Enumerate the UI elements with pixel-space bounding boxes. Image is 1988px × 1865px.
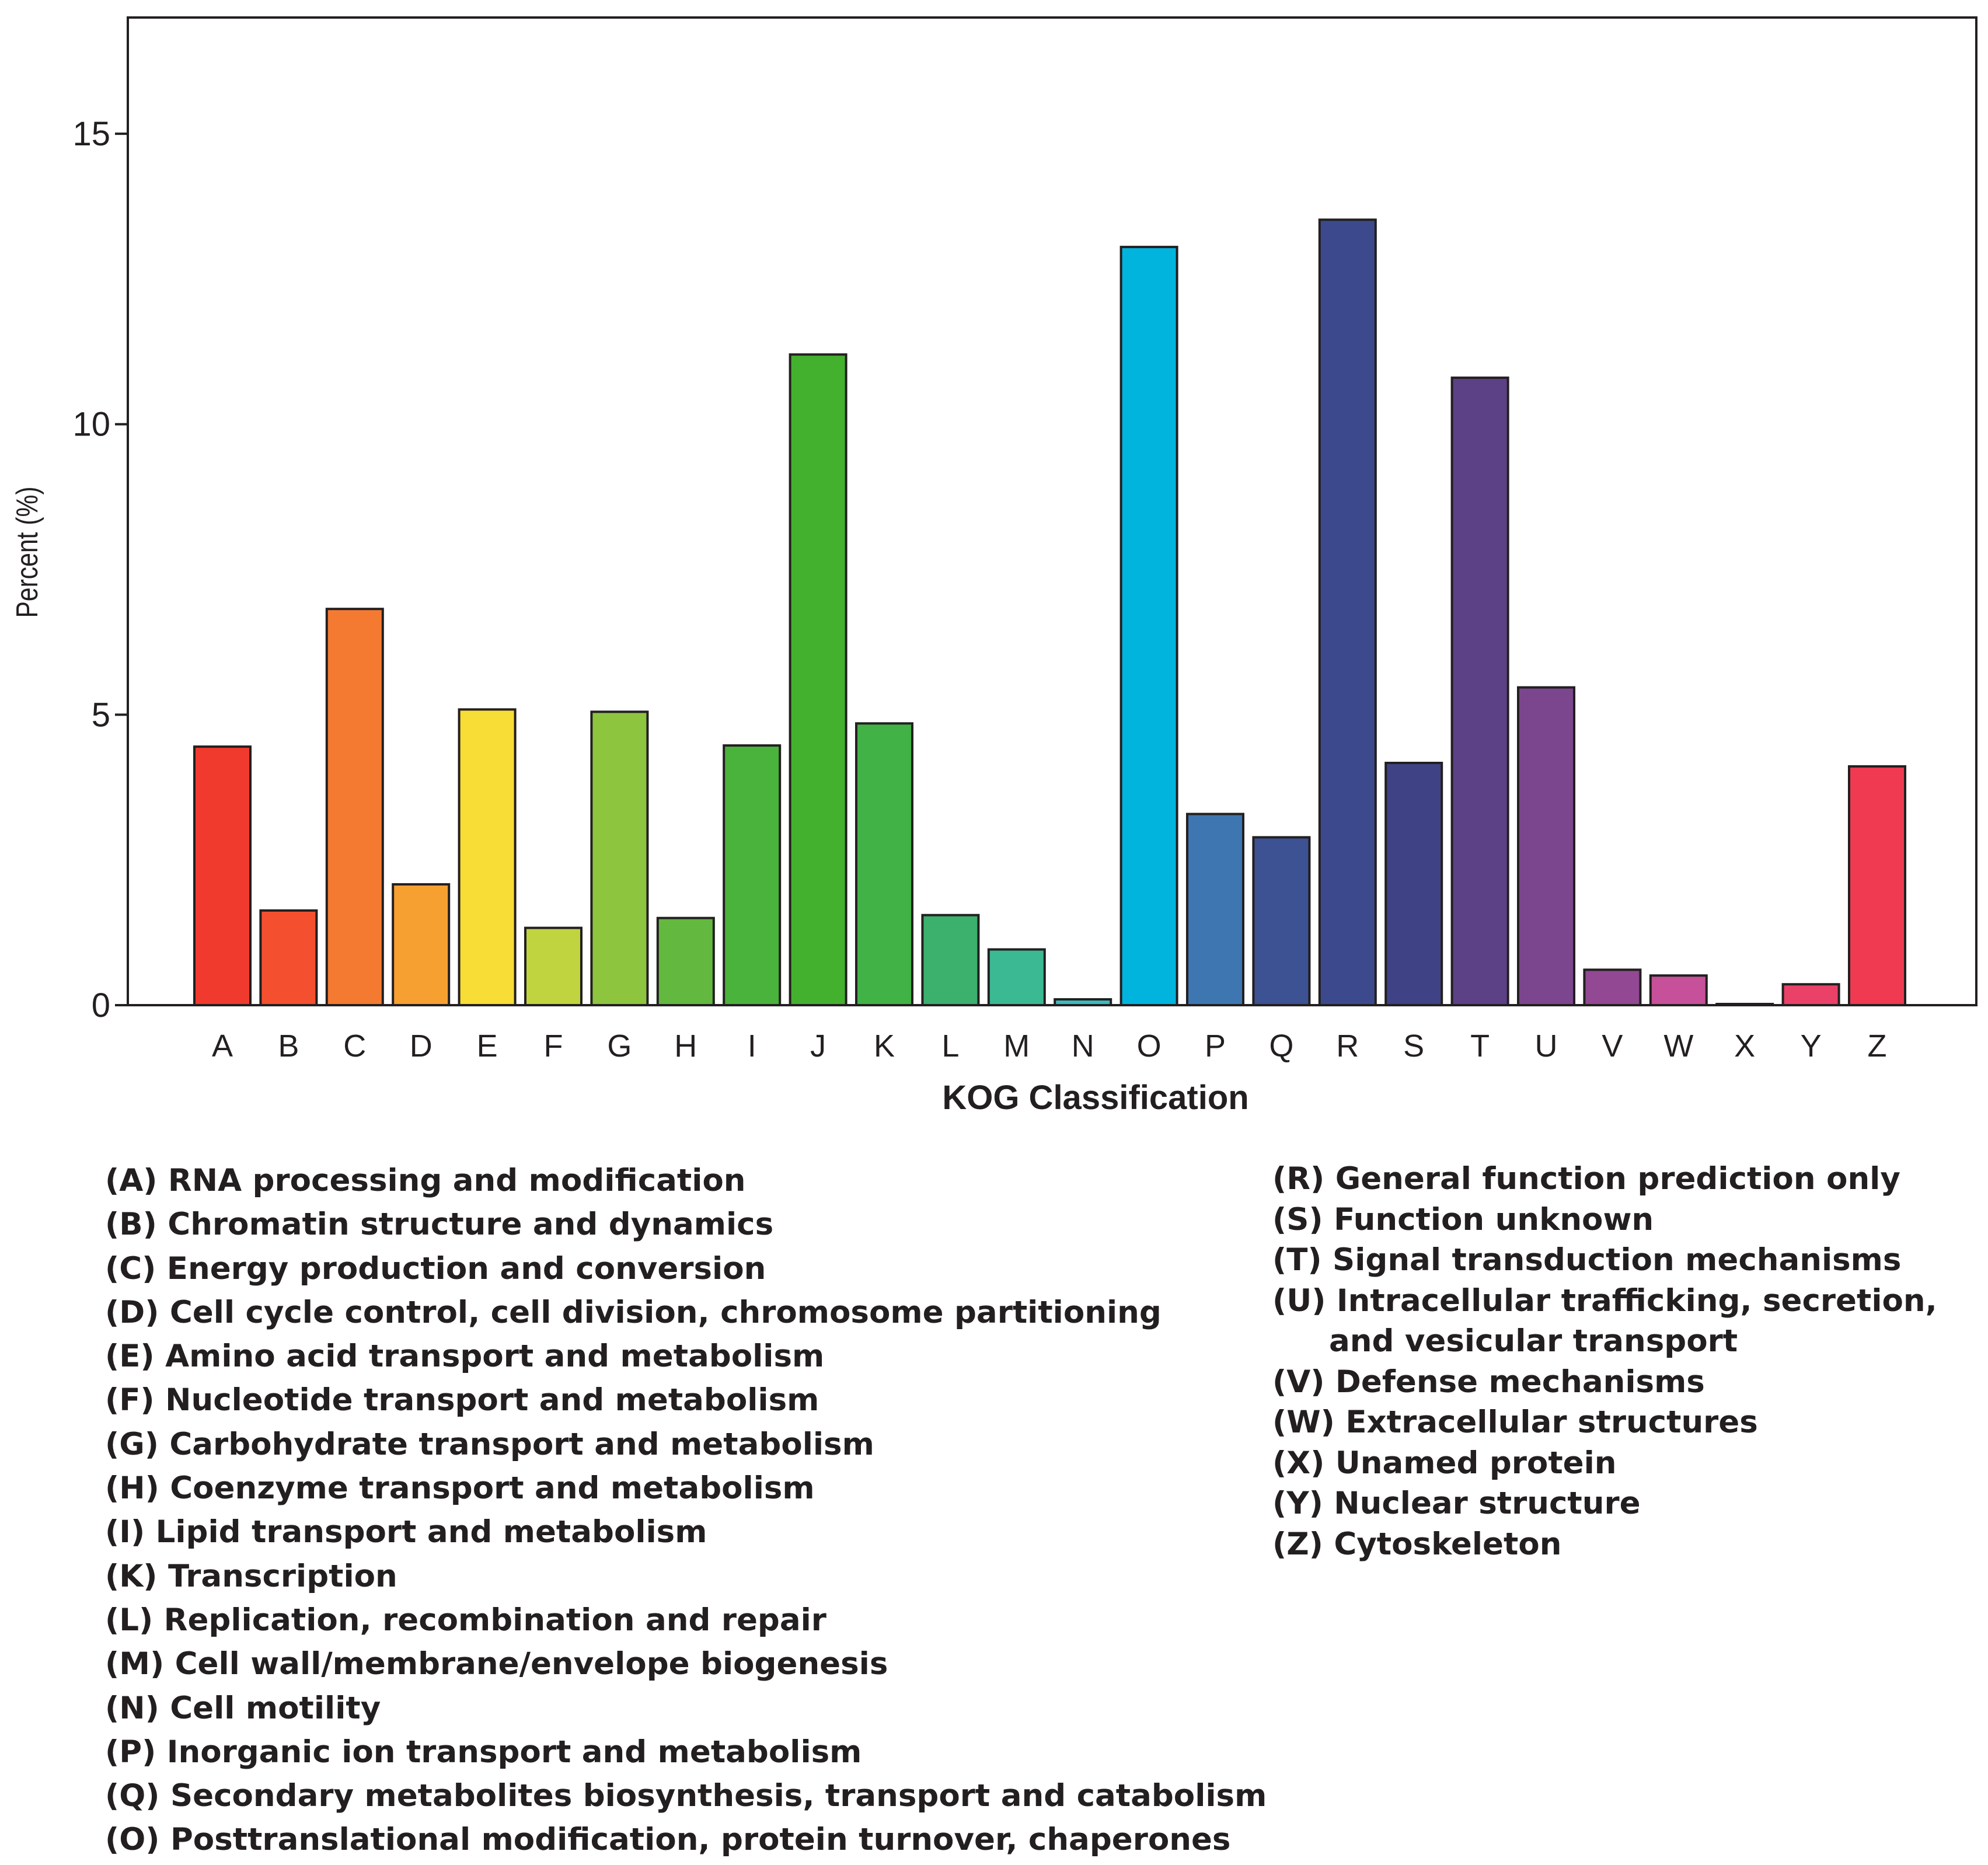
bar-p (1186, 813, 1244, 1006)
bar-u (1517, 686, 1575, 1006)
legend-item-r: (R) General function prediction only (1272, 1161, 1900, 1197)
bar-z (1848, 765, 1906, 1007)
x-tick-label-n: N (1072, 1029, 1094, 1064)
legend-item-b: (B) Chromatin structure and dynamics (105, 1207, 774, 1243)
x-tick-label-l: L (941, 1029, 959, 1064)
x-tick-label-o: O (1137, 1029, 1162, 1064)
x-tick-label-w: W (1663, 1029, 1693, 1064)
x-tick-label-u: U (1535, 1029, 1558, 1064)
legend-item-y: (Y) Nuclear structure (1272, 1486, 1641, 1521)
legend-item-m: (M) Cell wall/membrane/envelope biogenes… (105, 1646, 888, 1682)
legend-right-column: (R) General function prediction only (S)… (1272, 1159, 1937, 1564)
legend-item-s: (S) Function unknown (1272, 1201, 1654, 1237)
legend-item-z: (Z) Cytoskeleton (1272, 1526, 1562, 1562)
legend-item-u-continued: and vesicular transport (1329, 1323, 1738, 1359)
legend-item-u: (U) Intracellular trafficking, secretion… (1272, 1282, 1937, 1319)
legend-item-v: (V) Defense mechanisms (1272, 1364, 1705, 1400)
bar-s (1384, 762, 1443, 1006)
bar-c (325, 608, 384, 1006)
bar-w (1649, 974, 1708, 1006)
x-tick-label-h: H (674, 1029, 697, 1064)
x-tick-label-p: P (1205, 1029, 1226, 1064)
legend-left-column: (A) RNA processing and modification (B) … (105, 1159, 1267, 1862)
legend-item-l: (L) Replication, recombination and repai… (105, 1602, 826, 1638)
bar-y (1781, 983, 1840, 1006)
x-tick-label-e: E (477, 1029, 498, 1064)
x-tick-label-c: C (343, 1029, 366, 1064)
legend-item-c: (C) Energy production and conversion (105, 1250, 766, 1287)
legend-item-f: (F) Nucleotide transport and metabolism (105, 1382, 819, 1418)
legend-item-a: (A) RNA processing and modification (105, 1163, 746, 1198)
legend-item-t: (T) Signal transduction mechanisms (1272, 1242, 1902, 1278)
x-tick-label-t: T (1470, 1029, 1490, 1064)
x-tick-label-y: Y (1801, 1029, 1822, 1064)
x-tick-label-g: G (607, 1029, 632, 1064)
legend-item-k: (K) Transcription (105, 1558, 397, 1594)
bar-g (590, 710, 649, 1007)
x-tick-label-x: X (1734, 1029, 1755, 1064)
plot-frame (127, 16, 1977, 1006)
y-tick-label-5: 5 (92, 696, 110, 734)
y-axis-label: Percent (%) (11, 486, 44, 618)
kog-bar-chart: 0 5 10 15 A B C D E F G H I J K L M N O P Q R S T U V W X Y Z Percen… (11, 16, 1977, 1117)
bar-a (193, 745, 252, 1006)
x-tick-label-r: R (1336, 1029, 1359, 1064)
x-tick-label-z: Z (1868, 1029, 1887, 1064)
x-tick-label-s: S (1403, 1029, 1424, 1064)
bar-o (1119, 246, 1178, 1007)
y-tick-label-15: 15 (72, 115, 110, 153)
legend-item-e: (E) Amino acid transport and metabolism (105, 1338, 825, 1375)
bar-b (259, 909, 318, 1007)
y-tick-label-0: 0 (92, 986, 110, 1024)
x-tick-label-b: B (278, 1029, 299, 1064)
bar-d (392, 883, 451, 1006)
bar-m (987, 948, 1046, 1006)
bar-h (656, 916, 715, 1006)
bar-e (458, 708, 517, 1007)
legend-item-o: (O) Posttranslational modification, prot… (105, 1822, 1231, 1858)
x-tick-label-d: D (410, 1029, 433, 1064)
bar-l (921, 914, 980, 1006)
legend-item-d: (D) Cell cycle control, cell division, c… (105, 1294, 1162, 1330)
bar-j (789, 353, 847, 1006)
legend-item-p: (P) Inorganic ion transport and metaboli… (105, 1734, 862, 1770)
legend-item-w: (W) Extracellular structures (1272, 1404, 1758, 1440)
legend-item-h: (H) Coenzyme transport and metabolism (105, 1470, 815, 1507)
x-axis-label: KOG Classification (942, 1079, 1248, 1117)
bar-i (723, 744, 782, 1006)
bar-n (1054, 998, 1112, 1006)
legend-item-n: (N) Cell motility (105, 1690, 381, 1726)
y-axis: 0 5 10 15 (72, 115, 128, 1024)
x-tick-label-j: J (810, 1029, 826, 1064)
bar-f (524, 926, 583, 1006)
bar-t (1450, 377, 1509, 1006)
bar-r (1318, 218, 1377, 1006)
x-tick-label-f: F (544, 1029, 563, 1064)
x-tick-label-k: K (874, 1029, 895, 1064)
x-tick-label-q: Q (1269, 1029, 1293, 1064)
bar-k (855, 722, 913, 1007)
x-tick-label-m: M (1003, 1029, 1030, 1064)
x-tick-label-v: V (1602, 1029, 1623, 1064)
legend-item-i: (I) Lipid transport and metabolism (105, 1514, 707, 1550)
bars-layer (193, 218, 1906, 1007)
legend-item-q: (Q) Secondary metabolites biosynthesis, … (105, 1778, 1267, 1814)
x-axis: A B C D E F G H I J K L M N O P Q R S T U V W X Y Z (212, 1029, 1887, 1064)
y-tick-label-10: 10 (72, 406, 110, 444)
legend-item-x: (X) Unamed protein (1272, 1445, 1617, 1481)
bar-x (1715, 1003, 1774, 1006)
x-tick-label-a: A (212, 1029, 233, 1064)
bar-q (1252, 836, 1311, 1007)
legend-item-g: (G) Carbohydrate transport and metabolis… (105, 1426, 874, 1462)
bar-v (1583, 968, 1642, 1007)
x-tick-label-i: I (748, 1029, 756, 1064)
